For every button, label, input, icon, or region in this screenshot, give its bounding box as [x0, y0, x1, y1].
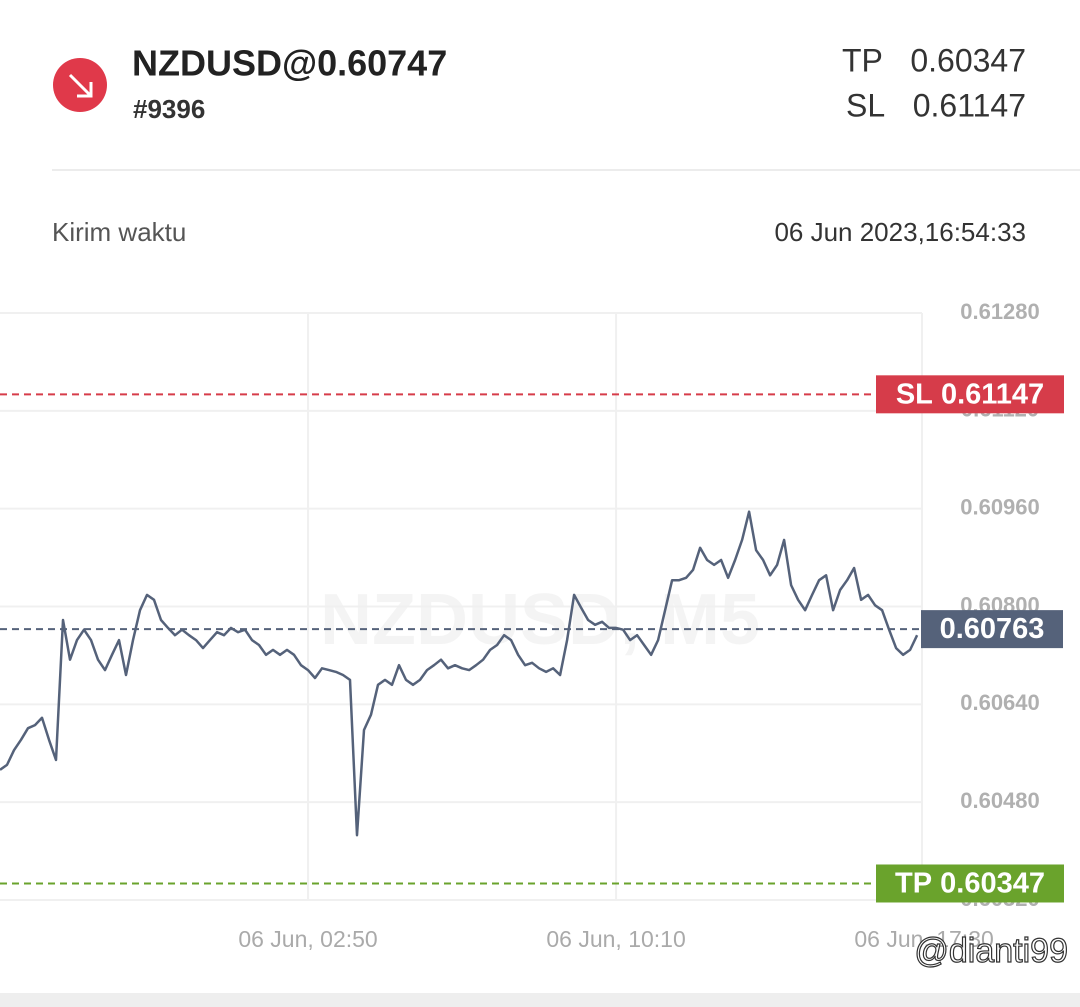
y-tick-label: 0.60960 — [960, 494, 1040, 519]
price-line — [0, 510, 919, 837]
x-tick-label: 06 Jun, 10:10 — [546, 926, 685, 952]
order-title: NZDUSD@0.60747 — [132, 43, 447, 84]
credit: @dianti99 — [914, 932, 1068, 970]
tp-value: 0.60347 — [910, 42, 1026, 78]
sl-value: 0.61147 — [913, 87, 1026, 123]
time-label: Kirim waktu — [52, 217, 186, 247]
x-tick-label: 06 Jun, 17:30 — [854, 926, 993, 952]
y-tick-label: 0.60640 — [960, 690, 1040, 715]
level-badge-value: 0.60347 — [940, 867, 1045, 899]
level-badge-label: SL — [896, 378, 941, 410]
level-badge-text: TP 0.60347 — [895, 867, 1045, 899]
current-price-badge-value: 0.60763 — [940, 613, 1045, 645]
y-tick-label: 0.61280 — [960, 299, 1040, 324]
sl-label: SL — [846, 87, 885, 123]
time-value: 06 Jun 2023,16:54:33 — [774, 217, 1026, 247]
arrow-icon — [68, 73, 93, 98]
level-badge — [876, 375, 1064, 414]
x-tick-label: 06 Jun, 02:50 — [238, 926, 377, 952]
y-tick-label: 0.60480 — [960, 788, 1040, 813]
current-price-badge — [921, 610, 1063, 649]
watermark: NZDUSD, M5 — [320, 580, 760, 660]
ticket: #9396 — [133, 94, 205, 124]
level-badge-value: 0.61147 — [941, 378, 1044, 410]
level-badge-text: SL 0.61147 — [896, 378, 1044, 410]
level-badge — [876, 864, 1064, 903]
tp-label: TP — [842, 42, 883, 78]
bottom-strip — [0, 993, 1080, 1007]
plot: 0.612800.611200.609600.608000.606400.604… — [0, 299, 1064, 952]
level-badge-label: TP — [895, 867, 940, 899]
current-price-badge-text: 0.60763 — [940, 613, 1045, 645]
